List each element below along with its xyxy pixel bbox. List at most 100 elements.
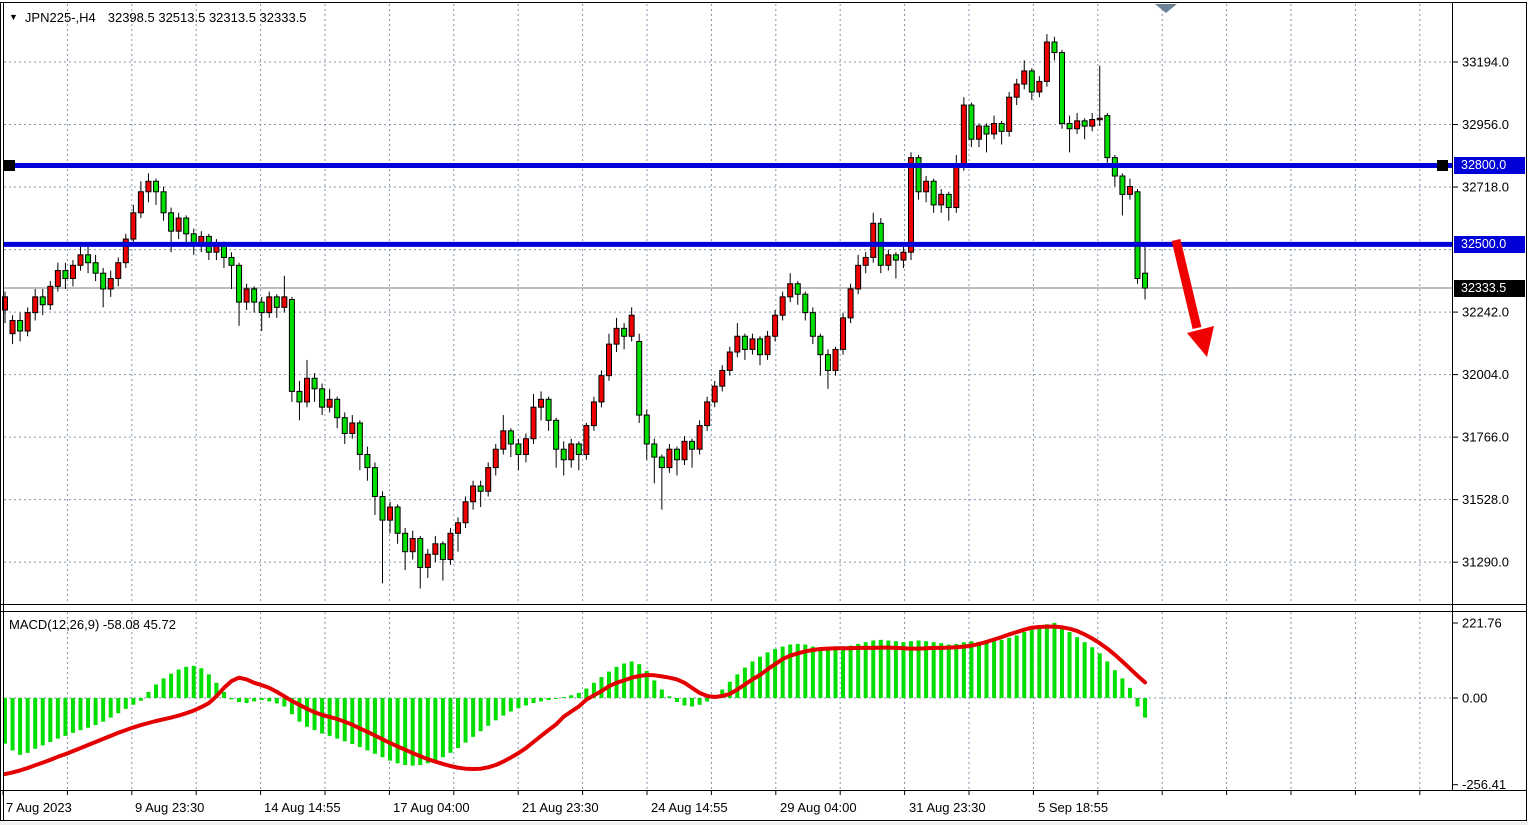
macd-histogram-bar: [810, 646, 815, 698]
bull-candle: [538, 398, 545, 408]
macd-histogram-bar: [818, 647, 823, 698]
macd-histogram-bar: [795, 643, 800, 698]
time-axis-label: 29 Aug 04:00: [780, 800, 857, 815]
bull-candle: [432, 543, 439, 555]
macd-histogram-bar: [984, 643, 989, 698]
bull-candle: [734, 335, 741, 353]
bull-candle: [492, 448, 499, 469]
bull-candle: [130, 212, 137, 240]
macd-histogram-bar: [289, 698, 294, 715]
current-price-badge: 32333.5: [1454, 279, 1525, 297]
bear-candle: [1051, 41, 1058, 54]
bear-candle: [741, 335, 748, 350]
macd-histogram-bar: [380, 698, 385, 758]
macd-histogram-bar: [825, 648, 830, 698]
bear-candle: [17, 319, 24, 332]
macd-histogram-bar: [101, 698, 106, 722]
macd-tick-label: -256.41: [1462, 777, 1506, 792]
macd-histogram-bar: [365, 698, 370, 751]
price-tick-label: 31528.0: [1462, 492, 1509, 507]
bull-candle: [590, 401, 597, 427]
macd-histogram-bar: [78, 698, 83, 731]
macd-histogram-bar: [886, 640, 891, 698]
macd-histogram-bar: [758, 656, 762, 698]
bear-candle: [356, 422, 363, 455]
macd-histogram-bar: [297, 698, 302, 722]
bear-candle: [100, 272, 107, 290]
macd-histogram-bar: [282, 698, 287, 707]
macd-histogram-bar: [674, 698, 679, 703]
bear-candle: [341, 417, 348, 434]
macd-histogram-bar: [191, 665, 196, 698]
macd-histogram-bar: [478, 698, 483, 732]
macd-histogram-bar: [735, 674, 740, 698]
bull-candle: [696, 425, 703, 450]
bear-candle: [62, 270, 69, 279]
macd-histogram-bar: [486, 698, 491, 726]
bear-candle: [402, 532, 409, 553]
price-level-badge-32500: 32500.0: [1454, 235, 1525, 253]
sell-projection-arrow-shaft[interactable]: [1171, 238, 1202, 330]
macd-histogram-bar: [3, 698, 7, 744]
macd-histogram-bar: [780, 646, 785, 698]
bull-candle: [1013, 83, 1020, 98]
macd-histogram-bar: [267, 698, 272, 702]
bear-candle: [439, 543, 446, 561]
macd-histogram-bar: [569, 695, 574, 698]
macd-histogram-bar: [440, 698, 445, 758]
chart-shift-marker-icon[interactable]: [1155, 4, 1177, 13]
price-level-badge-32800: 32800.0: [1454, 157, 1525, 174]
bull-candle: [1021, 70, 1028, 85]
bull-candle: [447, 532, 454, 561]
bear-candle: [553, 419, 560, 450]
macd-histogram-bar: [395, 698, 400, 764]
bear-candle: [334, 398, 341, 419]
macd-histogram-bar: [1090, 647, 1095, 698]
object-marker-icon: ▼: [9, 12, 18, 22]
bear-candle: [417, 538, 424, 568]
bull-candle: [628, 314, 635, 337]
bear-candle: [915, 157, 922, 193]
line-right-handle[interactable]: [1437, 160, 1448, 172]
bull-candle: [787, 283, 794, 298]
bull-candle: [145, 180, 152, 193]
bear-candle: [809, 312, 816, 337]
bull-candle: [726, 351, 733, 371]
macd-histogram-bar: [18, 698, 23, 755]
bear-candle: [575, 443, 582, 455]
macd-histogram-bar: [893, 641, 898, 698]
macd-histogram-bar: [765, 652, 770, 698]
macd-histogram-bar: [410, 698, 415, 766]
bear-candle: [621, 327, 628, 337]
price-tick-label: 32004.0: [1462, 367, 1509, 382]
sell-projection-arrow-head[interactable]: [1187, 326, 1214, 357]
time-axis-label: 21 Aug 23:30: [522, 800, 599, 815]
macd-histogram-bar: [433, 698, 438, 761]
macd-histogram-bar: [659, 689, 664, 698]
bull-candle: [455, 522, 461, 534]
macd-histogram-bar: [176, 669, 181, 698]
macd-histogram-bar: [803, 644, 808, 698]
bull-candle: [960, 104, 967, 167]
window-bottom-edge: [0, 822, 1528, 825]
ohlc-readout: 32398.5 32513.5 32313.5 32333.5: [107, 9, 307, 25]
bull-candle: [975, 125, 982, 140]
time-axis-label: 9 Aug 23:30: [135, 800, 204, 815]
line-left-handle[interactable]: [4, 160, 15, 172]
macd-histogram-bar: [976, 642, 981, 698]
bull-candle: [304, 377, 310, 403]
bull-candle: [1036, 80, 1043, 93]
chart-title: ▼ JPN225-,H4 32398.5 32513.5 32313.5 323…: [9, 9, 307, 25]
macd-histogram-bar: [1143, 698, 1148, 718]
bull-candle: [47, 285, 54, 306]
macd-histogram-bar: [1022, 632, 1027, 698]
bull-candle: [862, 256, 869, 266]
bear-candle: [85, 254, 92, 264]
bear-candle: [39, 296, 46, 306]
bear-candle: [319, 388, 326, 408]
bull-candle: [598, 375, 605, 403]
macd-tick-label: 221.76: [1462, 616, 1502, 631]
bull-candle: [54, 270, 61, 287]
macd-histogram-bar: [863, 642, 868, 698]
